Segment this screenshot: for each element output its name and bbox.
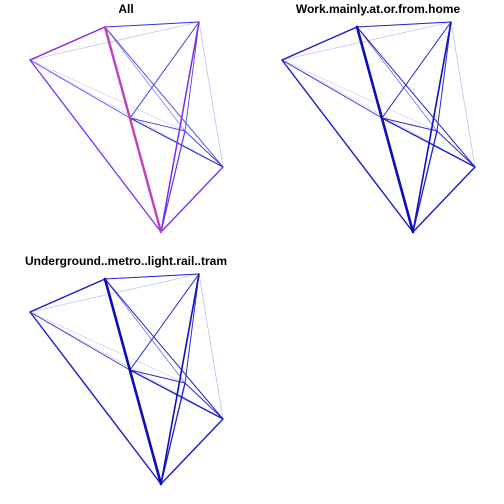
panel-underground-metro: Underground..metro..light.rail..tram bbox=[25, 254, 227, 486]
edge-underground-metro-n3-n5 bbox=[184, 273, 200, 384]
edge-all-n4-n5 bbox=[129, 117, 186, 132]
edge-work-from-home-n1-n4 bbox=[281, 59, 383, 119]
edge-work-from-home-n5-n7 bbox=[412, 130, 438, 233]
edge-work-from-home-n1-n6 bbox=[281, 59, 476, 168]
edge-work-from-home-n3-n5 bbox=[436, 21, 452, 132]
edge-all-n3-n6 bbox=[198, 21, 224, 168]
edge-all-n5-n7 bbox=[160, 130, 186, 233]
edge-work-from-home-n2-n6 bbox=[356, 26, 476, 168]
panel-title-work-from-home: Work.mainly.at.or.from.home bbox=[296, 2, 461, 16]
edge-underground-metro-n2-n3 bbox=[104, 273, 200, 280]
edge-underground-metro-n1-n6 bbox=[29, 311, 224, 420]
edge-all-n2-n3 bbox=[104, 21, 200, 28]
edge-all-n1-n7 bbox=[29, 59, 162, 233]
panel-work-from-home: Work.mainly.at.or.from.home bbox=[281, 2, 476, 234]
panel-work-from-home-edges bbox=[281, 21, 476, 234]
edge-all-n1-n3 bbox=[29, 21, 200, 61]
edge-underground-metro-n2-n5 bbox=[104, 278, 186, 384]
edge-work-from-home-n3-n6 bbox=[450, 21, 476, 168]
edge-work-from-home-n5-n6 bbox=[436, 130, 476, 168]
edge-work-from-home-n4-n5 bbox=[381, 117, 438, 132]
edge-all-n3-n4 bbox=[129, 21, 200, 119]
edge-all-n1-n5 bbox=[29, 59, 186, 132]
edge-work-from-home-n3-n4 bbox=[381, 21, 452, 119]
edge-all-n3-n5 bbox=[184, 21, 200, 132]
edge-work-from-home-n2-n7 bbox=[355, 25, 415, 234]
edge-all-n2-n7 bbox=[103, 25, 163, 234]
edge-work-from-home-n1-n5 bbox=[281, 59, 438, 132]
edge-work-from-home-n2-n3 bbox=[356, 21, 452, 28]
edge-underground-metro-n1-n2 bbox=[29, 278, 106, 313]
edge-underground-metro-n5-n6 bbox=[184, 382, 224, 420]
edge-work-from-home-n2-n5 bbox=[356, 26, 438, 132]
edge-underground-metro-n3-n6 bbox=[198, 273, 224, 420]
edge-work-from-home-n1-n3 bbox=[281, 21, 452, 61]
panel-title-underground-metro: Underground..metro..light.rail..tram bbox=[25, 254, 227, 268]
edge-all-n2-n5 bbox=[104, 26, 186, 132]
edge-all-n2-n6 bbox=[104, 26, 224, 168]
edge-underground-metro-n3-n4 bbox=[129, 273, 200, 371]
edge-all-n3-n7 bbox=[160, 21, 200, 233]
edge-all-n1-n2 bbox=[29, 26, 106, 61]
edge-all-n1-n4 bbox=[29, 59, 131, 119]
edge-all-n1-n6 bbox=[29, 59, 224, 168]
edge-underground-metro-n6-n7 bbox=[160, 418, 224, 485]
edge-all-n5-n6 bbox=[184, 130, 224, 168]
edge-work-from-home-n1-n2 bbox=[281, 26, 358, 61]
edge-work-from-home-n3-n7 bbox=[412, 21, 452, 233]
edge-underground-metro-n1-n7 bbox=[29, 311, 162, 485]
edge-underground-metro-n1-n5 bbox=[29, 311, 186, 384]
panel-all: All bbox=[29, 2, 224, 234]
edge-all-n6-n7 bbox=[160, 166, 224, 233]
edge-underground-metro-n3-n7 bbox=[160, 273, 200, 485]
panel-underground-metro-edges bbox=[29, 273, 224, 486]
edge-underground-metro-n2-n7 bbox=[103, 277, 163, 486]
edge-work-from-home-n1-n7 bbox=[281, 59, 414, 233]
edge-underground-metro-n4-n5 bbox=[129, 369, 186, 384]
edge-underground-metro-n1-n4 bbox=[29, 311, 131, 371]
edge-underground-metro-n5-n7 bbox=[160, 382, 186, 485]
edge-underground-metro-n2-n6 bbox=[104, 278, 224, 420]
edge-work-from-home-n6-n7 bbox=[412, 166, 476, 233]
panel-title-all: All bbox=[118, 2, 133, 16]
edge-underground-metro-n1-n3 bbox=[29, 273, 200, 313]
panel-all-edges bbox=[29, 21, 224, 234]
